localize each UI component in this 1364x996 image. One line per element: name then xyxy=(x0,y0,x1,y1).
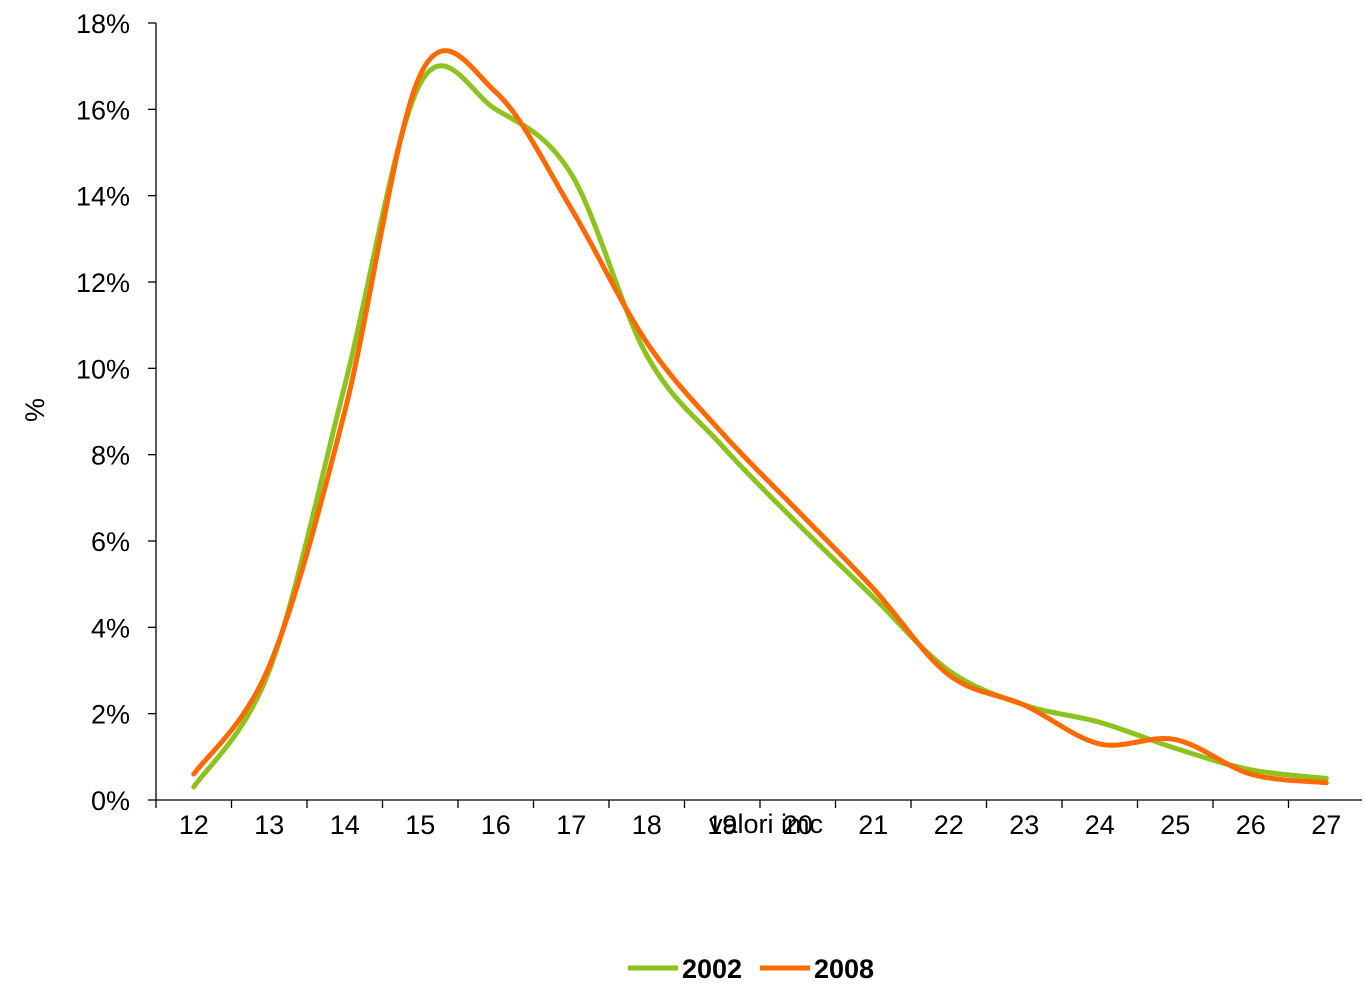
y-tick-label: 6% xyxy=(91,527,130,557)
x-tick-label: 23 xyxy=(1009,810,1039,840)
x-tick-label: 16 xyxy=(481,810,511,840)
x-tick-label: 26 xyxy=(1236,810,1266,840)
legend-label-2002: 2002 xyxy=(682,954,742,984)
y-tick-label: 16% xyxy=(76,95,130,125)
y-tick-label: 8% xyxy=(91,441,130,471)
y-tick-label: 18% xyxy=(76,9,130,39)
x-tick-label: 20 xyxy=(783,810,813,840)
x-axis-label: valori imc xyxy=(709,809,823,839)
y-axis-label: % xyxy=(20,398,50,422)
x-tick-label: 17 xyxy=(556,810,586,840)
y-tick-label: 14% xyxy=(76,182,130,212)
y-tick-label: 0% xyxy=(91,786,130,816)
y-tick-label: 10% xyxy=(76,354,130,384)
legend: 2002 2008 xyxy=(628,954,874,984)
y-tick-label: 12% xyxy=(76,268,130,298)
legend-label-2008: 2008 xyxy=(814,954,874,984)
x-tick-label: 24 xyxy=(1085,810,1115,840)
x-tick-label: 27 xyxy=(1311,810,1341,840)
axes: 0% 2% 4% 6% 8% 10% 12% 14% 16% 18% 12 13 14 15 16 17 18 1… xyxy=(76,9,1362,840)
x-tick-label: 19 xyxy=(707,810,737,840)
x-tick-label: 21 xyxy=(858,810,888,840)
y-tick-label: 4% xyxy=(91,613,130,643)
series-line-2008 xyxy=(191,48,1329,786)
x-tick-label: 13 xyxy=(254,810,284,840)
x-tick-label: 15 xyxy=(405,810,435,840)
x-tick-label: 14 xyxy=(330,810,360,840)
series-line-2002 xyxy=(191,63,1329,790)
y-tick-label: 2% xyxy=(91,700,130,730)
series-layer xyxy=(191,48,1329,790)
x-tick-label: 22 xyxy=(934,810,964,840)
x-tick-label: 25 xyxy=(1160,810,1190,840)
x-tick-label: 18 xyxy=(632,810,662,840)
x-tick-label: 12 xyxy=(179,810,209,840)
